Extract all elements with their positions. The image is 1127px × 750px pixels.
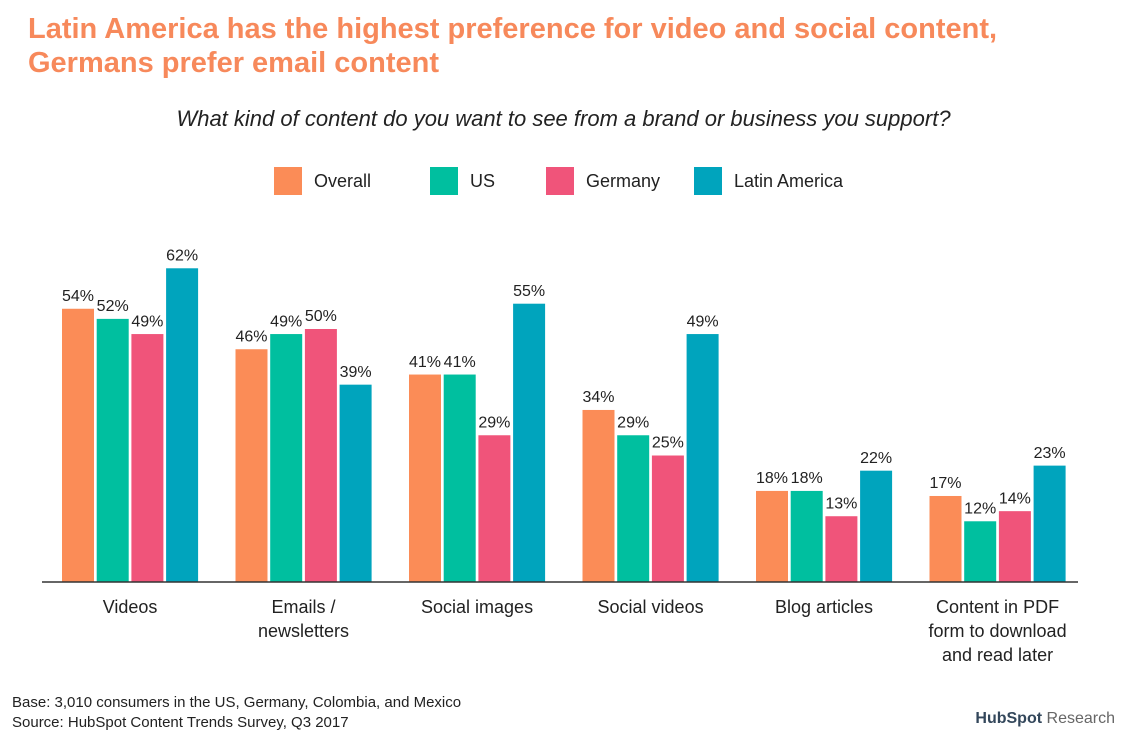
- value-label: 50%: [305, 308, 337, 325]
- footnote: Source: HubSpot Content Trends Survey, Q…: [12, 714, 349, 731]
- legend-label: Germany: [586, 171, 660, 191]
- bar: [929, 495, 962, 582]
- value-label: 52%: [97, 298, 129, 315]
- value-label: 14%: [999, 490, 1031, 507]
- chart-subtitle: What kind of content do you want to see …: [176, 106, 951, 131]
- value-label: 23%: [1034, 445, 1066, 462]
- value-label: 41%: [409, 354, 441, 371]
- bar: [825, 516, 858, 582]
- x-tick-label: Blog articles: [775, 597, 874, 617]
- bar: [166, 268, 199, 582]
- bar: [686, 334, 719, 582]
- bar: [860, 470, 893, 582]
- value-label: 46%: [235, 328, 267, 345]
- legend-swatch: [694, 167, 722, 195]
- value-label: 41%: [444, 354, 476, 371]
- bar: [270, 334, 303, 582]
- bar: [513, 303, 546, 582]
- value-label: 49%: [687, 313, 719, 330]
- value-label: 29%: [617, 414, 649, 431]
- legend-label: Overall: [314, 171, 371, 191]
- value-label: 54%: [62, 288, 94, 305]
- bar: [790, 490, 823, 582]
- x-tick-label: Emails / newsletters: [258, 597, 350, 641]
- bar: [617, 435, 650, 582]
- bar: [964, 521, 997, 582]
- logo-suffix: Research: [1046, 710, 1115, 727]
- value-label: 25%: [652, 435, 684, 452]
- legend-swatch: [430, 167, 458, 195]
- bar: [998, 511, 1031, 582]
- bar: [443, 374, 476, 582]
- value-label: 49%: [131, 313, 163, 330]
- bar: [409, 374, 441, 582]
- chart-title: Latin America has the highest preference…: [28, 13, 998, 79]
- x-tick-label: Social images: [421, 597, 534, 617]
- value-label: 39%: [340, 364, 372, 381]
- footnote: Base: 3,010 consumers in the US, Germany…: [12, 694, 462, 711]
- value-label: 55%: [513, 283, 545, 300]
- value-label: 29%: [478, 414, 510, 431]
- value-label: 62%: [166, 247, 198, 264]
- value-label: 12%: [964, 500, 996, 517]
- bar: [651, 455, 684, 582]
- x-tick-label: Videos: [102, 597, 158, 617]
- value-label: 18%: [756, 470, 788, 487]
- x-tick-label: Content in PDF form to download and read…: [928, 597, 1067, 665]
- legend-swatch: [274, 167, 302, 195]
- value-label: 18%: [791, 470, 823, 487]
- x-tick-label: Social videos: [597, 597, 704, 617]
- bar: [96, 318, 129, 582]
- bar: [478, 435, 511, 582]
- value-label: 22%: [860, 450, 892, 467]
- value-label: 13%: [825, 495, 857, 512]
- legend-label: Latin America: [734, 171, 844, 191]
- bar: [756, 490, 788, 582]
- bar: [1033, 465, 1066, 582]
- bar: [235, 349, 268, 582]
- bar: [62, 308, 94, 582]
- bar: [304, 329, 337, 582]
- bar: [339, 384, 372, 582]
- bar: [131, 334, 164, 582]
- logo-brand: HubSpot: [975, 710, 1043, 727]
- value-label: 17%: [929, 475, 961, 492]
- value-label: 49%: [270, 313, 302, 330]
- legend-label: US: [470, 171, 495, 191]
- logo: HubSpot Research: [975, 710, 1115, 728]
- value-label: 34%: [582, 389, 614, 406]
- legend-swatch: [546, 167, 574, 195]
- bar: [582, 409, 615, 582]
